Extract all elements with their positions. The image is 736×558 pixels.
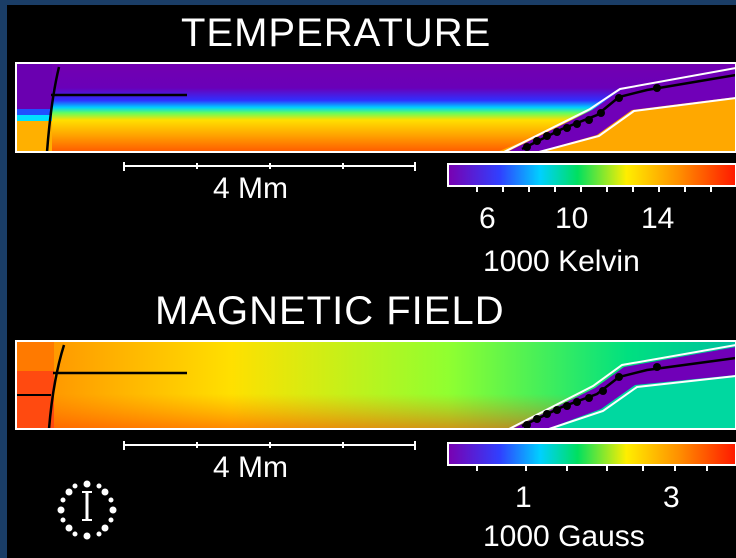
temperature-scale-bar <box>123 162 416 171</box>
figure-graphics <box>15 62 736 540</box>
temperature-map <box>16 63 736 152</box>
temperature-tick-14: 14 <box>641 202 675 235</box>
temperature-tick-10: 10 <box>555 202 589 235</box>
magnetic-field-map <box>16 341 736 429</box>
magnetic-unit: 1000 Gauss <box>483 520 645 553</box>
magnetic-tick-1: 1 <box>515 481 532 514</box>
figure-frame: TEMPERATURE MAGNETIC FIELD <box>7 5 736 558</box>
temperature-scale-label: 4 Mm <box>213 172 288 205</box>
clock-icon <box>57 480 117 540</box>
temperature-tick-6: 6 <box>479 202 496 235</box>
magnetic-colorbar <box>447 442 736 471</box>
temperature-unit: 1000 Kelvin <box>483 245 640 278</box>
magnetic-field-title: MAGNETIC FIELD <box>155 289 505 333</box>
temperature-title: TEMPERATURE <box>181 11 492 55</box>
magnetic-scale-bar <box>123 441 416 450</box>
temperature-colorbar <box>447 163 736 192</box>
magnetic-scale-label: 4 Mm <box>213 451 288 484</box>
magnetic-tick-3: 3 <box>663 481 680 514</box>
